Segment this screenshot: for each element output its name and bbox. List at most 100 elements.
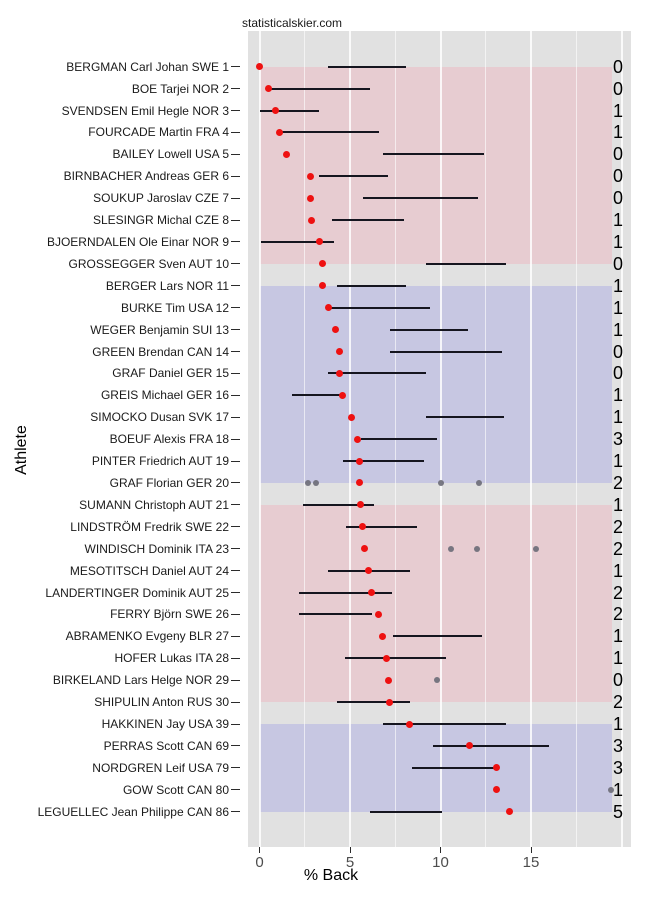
- data-point: [306, 194, 314, 202]
- y-tick-mark: [231, 307, 240, 309]
- data-point: [406, 720, 414, 728]
- major-gridline: [349, 31, 351, 847]
- count-label: 3: [612, 757, 623, 778]
- range-segment: [259, 109, 320, 112]
- minor-gridline: [304, 31, 306, 847]
- count-label: 1: [612, 385, 623, 406]
- athlete-label: ABRAMENKO Evgeny BLR 27: [65, 629, 229, 644]
- count-label: 0: [612, 144, 623, 165]
- data-point: [315, 238, 323, 246]
- outlier-dot: [448, 545, 455, 552]
- data-point: [335, 369, 343, 377]
- data-point: [368, 589, 376, 597]
- data-point: [306, 172, 314, 180]
- outlier-dot: [305, 479, 312, 486]
- athlete-label: BURKE Tim USA 12: [120, 300, 229, 315]
- athlete-label: GREIS Michael GER 16: [100, 388, 229, 403]
- range-segment: [302, 503, 374, 506]
- range-segment: [344, 657, 446, 660]
- data-point: [332, 326, 340, 334]
- y-tick-mark: [231, 548, 240, 550]
- data-point: [375, 610, 383, 618]
- athlete-label: SUMANN Christoph AUT 21: [79, 497, 229, 512]
- data-point: [283, 150, 291, 158]
- x-tick-label: 15: [522, 854, 540, 871]
- range-segment: [382, 723, 506, 725]
- data-point: [360, 545, 368, 553]
- athlete-label: SHIPULIN Anton RUS 30: [94, 695, 229, 710]
- group-band: [259, 504, 612, 703]
- outlier-dot: [437, 479, 444, 486]
- x-tick-mark: [259, 847, 260, 853]
- count-label: 2: [612, 604, 623, 625]
- range-segment: [330, 306, 430, 309]
- x-tick-label: 5: [345, 854, 355, 871]
- count-label: 0: [612, 188, 623, 209]
- major-gridline: [258, 31, 261, 847]
- athlete-label: BJOERNDALEN Ole Einar NOR 9: [46, 234, 229, 249]
- count-label: 1: [612, 451, 623, 472]
- data-point: [382, 654, 390, 662]
- y-tick-mark: [231, 504, 240, 506]
- minor-gridline: [485, 31, 487, 847]
- y-tick-mark: [231, 592, 240, 594]
- y-tick-mark: [231, 723, 240, 725]
- count-label: 1: [612, 407, 623, 428]
- range-segment: [337, 284, 407, 287]
- athlete-label: BERGMAN Carl Johan SWE 1: [66, 59, 229, 74]
- y-tick-mark: [231, 153, 240, 155]
- athlete-label: SLESINGR Michal CZE 8: [92, 213, 229, 228]
- data-point: [324, 304, 332, 312]
- x-tick-label: 10: [432, 854, 449, 871]
- range-segment: [411, 766, 497, 769]
- outlier-dot: [433, 677, 440, 684]
- x-axis-title: % Back: [303, 867, 359, 884]
- athlete-label: SIMOCKO Dusan SVK 17: [90, 410, 229, 425]
- x-tick-mark: [440, 847, 441, 853]
- y-tick-mark: [231, 351, 240, 353]
- data-point: [335, 348, 343, 356]
- count-label: 3: [612, 429, 623, 450]
- athlete-label: GROSSEGGER Sven AUT 10: [68, 256, 229, 271]
- athlete-label: GRAF Daniel GER 15: [112, 366, 229, 381]
- range-segment: [369, 810, 443, 813]
- athlete-label: BERGER Lars NOR 11: [105, 278, 229, 293]
- y-tick-mark: [231, 285, 240, 287]
- outlier-dot: [607, 786, 614, 793]
- range-segment: [279, 131, 379, 134]
- data-point: [339, 391, 347, 399]
- data-point: [319, 282, 327, 290]
- y-tick-mark: [231, 416, 240, 418]
- y-tick-mark: [231, 197, 240, 199]
- outlier-dot: [473, 545, 480, 552]
- athlete-label: WEGER Benjamin SUI 13: [90, 322, 229, 337]
- range-segment: [292, 394, 345, 397]
- count-label: 1: [612, 122, 623, 143]
- count-label: 1: [612, 210, 623, 231]
- major-gridline: [620, 31, 623, 847]
- data-point: [272, 107, 280, 115]
- range-segment: [433, 744, 550, 747]
- y-tick-mark: [231, 175, 240, 177]
- plot-title: statisticalskier.com: [242, 16, 343, 30]
- outlier-dot: [312, 479, 319, 486]
- count-label: 1: [612, 494, 623, 515]
- count-label: 2: [612, 582, 623, 603]
- range-segment: [328, 372, 426, 375]
- y-tick-mark: [231, 131, 240, 133]
- data-point: [308, 216, 316, 224]
- y-tick-mark: [231, 263, 240, 265]
- minor-gridline: [575, 31, 577, 847]
- data-point: [384, 676, 392, 684]
- count-label: 1: [612, 275, 623, 296]
- athlete-label: NORDGREN Leif USA 79: [92, 760, 229, 775]
- y-tick-mark: [231, 88, 240, 90]
- y-tick-mark: [231, 613, 240, 615]
- athlete-label: LEGUELLEC Jean Philippe CAN 86: [37, 804, 229, 819]
- y-tick-mark: [231, 460, 240, 462]
- x-tick-mark: [530, 847, 532, 853]
- athlete-label: GRAF Florian GER 20: [109, 475, 229, 490]
- data-point: [465, 742, 473, 750]
- y-tick-mark: [231, 438, 240, 440]
- y-tick-mark: [231, 789, 240, 791]
